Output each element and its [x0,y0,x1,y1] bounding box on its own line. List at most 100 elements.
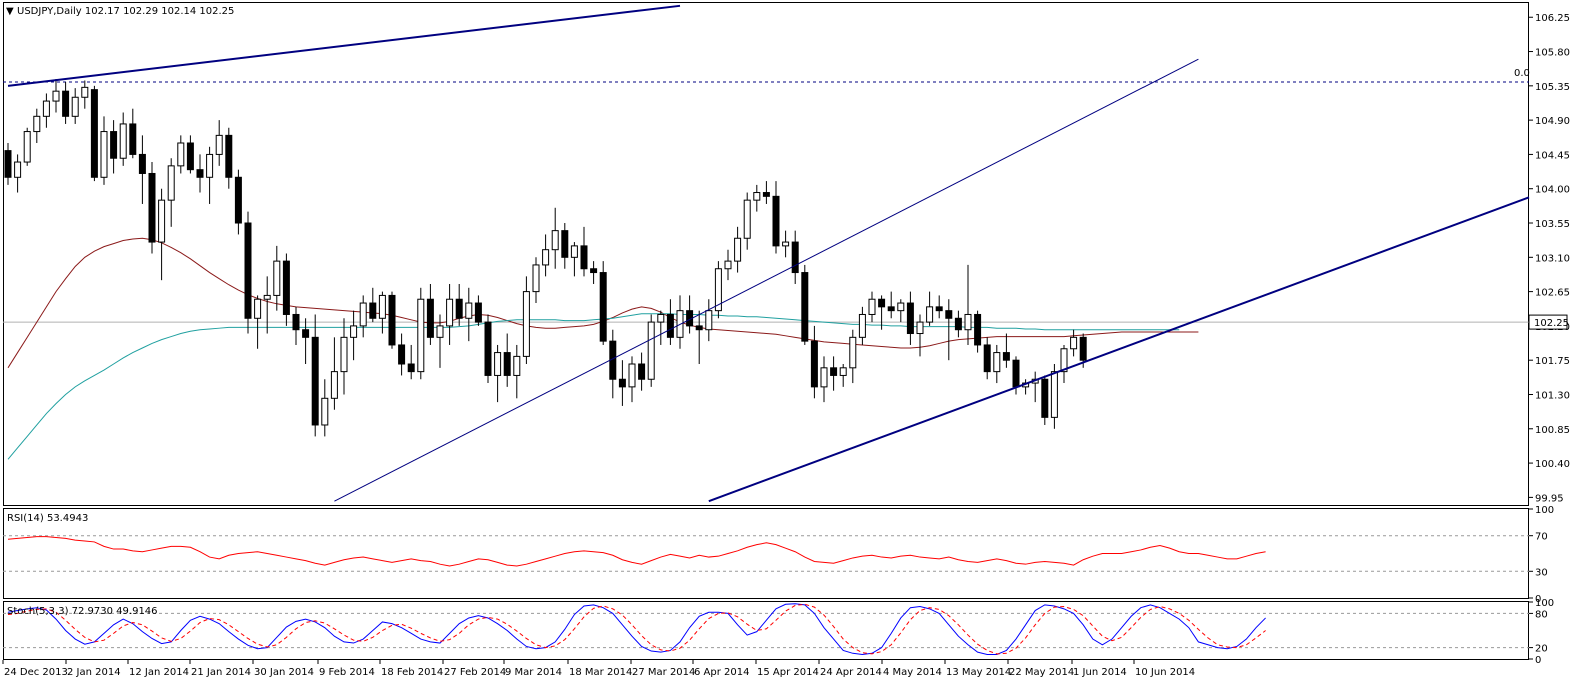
candle-bull [359,302,367,327]
date-tick-label: 30 Jan 2014 [254,667,314,678]
price-tick-label: 101.30 [1535,390,1570,401]
candle-bull [868,298,876,315]
price-tick-label: 105.35 [1535,82,1570,93]
candle-bear [935,306,943,312]
rsi-tick-label: 70 [1535,532,1548,543]
candle-bull [350,325,358,338]
candles [4,78,1087,437]
price-tick-label: 106.25 [1535,13,1570,24]
stoch-label: Stoch(5,3,3) 72.9730 49.9146 [7,606,158,617]
symbol-header: USDJPY,Daily 102.17 102.29 102.14 102.25 [17,6,234,17]
rsi-panel: 100 70 30 0 [3,505,1554,605]
candle-bear [1002,352,1010,361]
candle-bear [638,363,646,380]
date-tick-label: 24 Dec 2013 [4,667,68,678]
candle-bear [503,352,511,376]
date-tick-label: 18 Feb 2014 [381,667,443,678]
candle-bull [158,199,166,243]
header-marker[interactable]: ▼ [6,6,14,17]
candle-bull [1070,336,1078,350]
candle-bull [1060,348,1068,373]
candle-bear [398,344,406,365]
date-tick-label: 27 Mar 2014 [632,667,695,678]
date-tick-label: 2 Jan 2014 [67,667,121,678]
date-tick-label: 18 Mar 2014 [569,667,632,678]
price-tick-label: 103.10 [1535,253,1570,264]
date-tick-label: 15 Apr 2014 [757,667,819,678]
candle-bull [993,352,1001,373]
fib-level-label: 0.0 [1514,68,1530,79]
candle-bear [90,89,98,178]
candle-bear [186,142,194,171]
candle-bull [916,321,924,335]
candle-bear [618,378,626,388]
candle-bear [791,241,799,274]
stoch-signal-line [7,603,1266,655]
candle-bull [839,367,847,376]
stoch-panel-frame [3,601,1529,660]
price-axis: 106.25 105.80 105.35 104.90 104.45 104.00 103.… [1528,13,1570,504]
candle-bear [580,245,588,270]
candle-bear [4,150,12,178]
price-tick-label: 105.80 [1535,48,1570,59]
candle-bear [388,294,396,346]
candle-bull [542,249,550,266]
candle-bear [1012,359,1020,388]
candle-bull [513,355,521,376]
date-tick-label: 10 Jun 2014 [1135,667,1195,678]
candle-bear [148,172,156,243]
candle-bull [330,371,338,399]
candle-bear [225,134,233,178]
candle-bull [119,123,127,159]
candle-bear [484,321,492,376]
stoch-tick-label: 100 [1535,598,1554,609]
candle-bear [1041,378,1049,418]
candle-bear [244,222,252,319]
price-tick-label: 102.65 [1535,288,1570,299]
candle-bull [820,367,828,388]
date-tick-label: 9 Feb 2014 [319,667,375,678]
candle-bull [1050,371,1058,418]
candle-bull [436,325,444,338]
date-tick-label: 9 Mar 2014 [505,667,562,678]
candle-bear [62,90,70,117]
rsi-tick-label: 0 [1535,594,1541,605]
rsi-panel-frame [3,508,1529,599]
candle-bear [695,325,703,331]
candle-bull [273,260,281,296]
date-axis: 24 Dec 2013 2 Jan 2014 12 Jan 2014 21 Jan 2… [2,660,1195,678]
candle-bear [772,195,780,247]
candle-bull [628,363,636,388]
candle-bear [830,367,838,376]
trendlines[interactable] [7,4,1530,503]
candle-bull [14,161,22,178]
candle-bear [762,192,770,197]
rsi-tick-label: 100 [1535,505,1554,516]
stoch-tick-label: 20 [1535,644,1548,655]
current-price-badge [1528,314,1568,330]
candle-bear [878,298,886,308]
candle-bear [666,313,674,338]
candle-bear [974,313,982,346]
candle-bull [263,294,271,300]
rsi-line [7,536,1266,567]
candle-bull [743,199,751,239]
price-tick-label: 101.75 [1535,356,1570,367]
price-tick-label: 103.55 [1535,219,1570,230]
trendline-1 [7,4,681,87]
candle-bull [42,100,50,117]
candle-bull [714,268,722,312]
candle-bear [311,336,319,426]
candle-bull [551,230,559,251]
date-tick-label: 24 Apr 2014 [820,667,882,678]
candle-bull [177,142,185,167]
date-tick-label: 12 Jan 2014 [129,667,189,678]
candle-bull [81,86,89,98]
date-tick-label: 22 May 2014 [1009,667,1074,678]
candle-bull [33,115,41,133]
candle-bear [599,272,607,342]
price-tick-label: 104.45 [1535,150,1570,161]
stoch-main-line [7,603,1266,655]
